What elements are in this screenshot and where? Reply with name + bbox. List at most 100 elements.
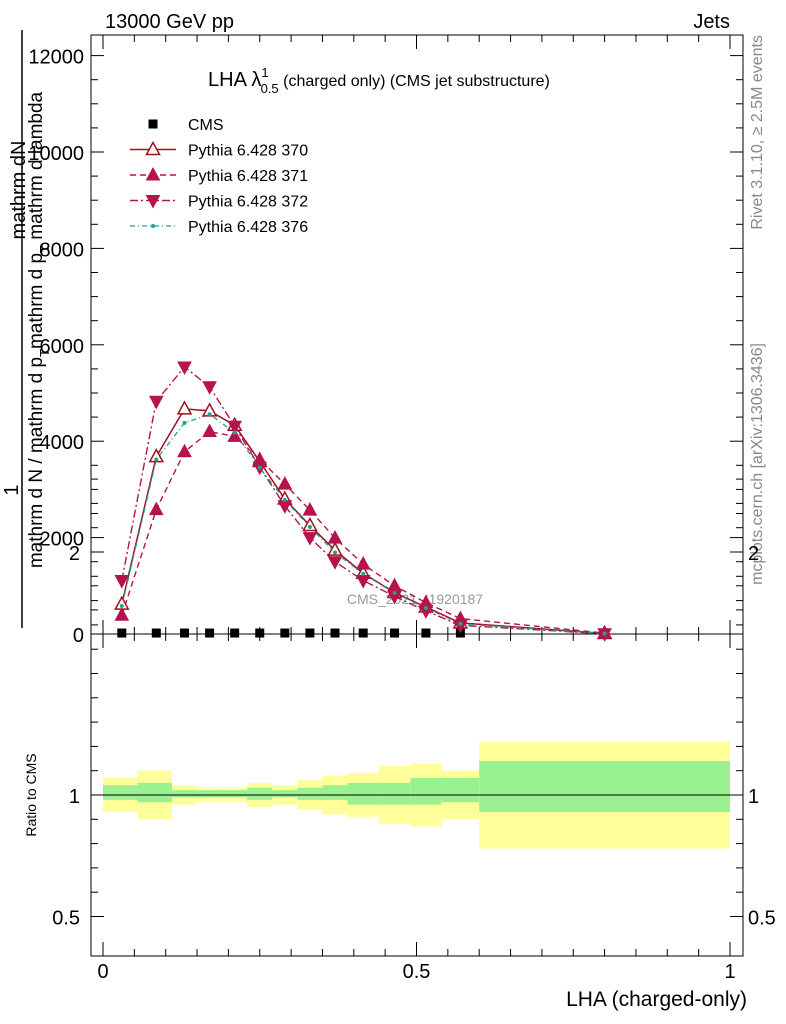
data-point <box>154 457 159 462</box>
data-point <box>458 621 463 626</box>
data-point <box>418 605 434 619</box>
ylabel-denom-sub2: T <box>37 245 52 253</box>
legend-label: Pythia 6.428 371 <box>188 168 308 185</box>
data-point <box>305 628 315 638</box>
data-point <box>151 628 161 638</box>
plot-title: LHA λ1 0.5 (charged only) (CMS jet substr… <box>208 65 550 96</box>
main-axes: 0 2000 4000 6000 8000 10000 12000 <box>28 35 743 647</box>
data-point <box>205 628 215 638</box>
ylabel-denom-part2: mathrm d p <box>26 253 47 349</box>
x-tick-label: 1 <box>724 961 735 983</box>
data-point <box>327 541 343 556</box>
data-point <box>119 604 124 609</box>
legend-marker <box>151 224 155 228</box>
title-sup: 1 <box>261 65 268 80</box>
legend-marker <box>148 119 158 129</box>
ratio-inner-band-bin <box>103 785 138 800</box>
ratio-inner-band-bin <box>347 782 379 805</box>
legend-label: Pythia 6.428 372 <box>188 194 308 211</box>
ylabel-denom-part3: mathrm d lambda <box>26 91 47 245</box>
legend: CMS Pythia 6.428 370 Pythia 6.428 371 Pythi… <box>130 117 308 236</box>
ratio-inner-band-bin <box>479 760 730 813</box>
data-point <box>202 423 217 438</box>
ratio-axes: 0.5 0.5 1 1 2 2 0 0.5 1 <box>52 478 776 983</box>
data-point <box>423 605 428 610</box>
data-point <box>390 628 400 638</box>
data-point <box>282 498 287 503</box>
mcplots-label: mcplots.cern.ch [arXiv:1306.3436] <box>749 343 766 585</box>
data-point <box>330 628 340 638</box>
y-axis-label: 1 mathrm dN mathrm d N / mathrm d pTmath… <box>1 30 52 628</box>
ratio-inner-band-bin <box>171 790 198 798</box>
data-point <box>280 628 290 638</box>
data-point <box>392 591 397 596</box>
ratio-inner-band-bin <box>272 790 298 798</box>
header-left: 13000 GeV pp <box>105 11 234 33</box>
data-point <box>182 420 187 425</box>
data-point <box>327 530 343 544</box>
data-point <box>332 550 337 555</box>
data-point <box>355 574 371 589</box>
data-point <box>453 619 468 634</box>
data-point <box>148 448 165 463</box>
x-tick-label: 0 <box>97 961 108 983</box>
ylabel-denom-part1: mathrm d N / mathrm d p <box>26 357 47 568</box>
y-tick-label: 8000 <box>40 239 85 261</box>
y-tick-label: 4000 <box>40 432 85 454</box>
series-layer <box>114 361 613 642</box>
legend-label: CMS <box>188 117 224 134</box>
data-point <box>302 532 318 546</box>
data-point <box>230 628 240 638</box>
title-suffix: (charged only) (CMS jet substructure) <box>279 73 550 90</box>
x-tick-label: 0.5 <box>403 961 431 983</box>
data-point <box>114 574 130 589</box>
title-sub: 0.5 <box>261 81 279 96</box>
data-point <box>114 607 130 621</box>
data-point <box>355 556 371 570</box>
series-line <box>121 430 605 634</box>
data-point <box>180 628 190 638</box>
ratio-y-tick-label-right: 1 <box>748 786 759 808</box>
ratio-inner-band-bin <box>441 777 480 803</box>
data-point <box>361 571 366 576</box>
ratio-y-tick-label-right: 0.5 <box>748 908 776 930</box>
data-point <box>227 420 243 435</box>
y-tick-label: 2000 <box>40 529 85 551</box>
legend-marker <box>145 195 161 209</box>
data-point <box>307 524 312 529</box>
ratio-y-tick-label: 1 <box>69 786 80 808</box>
data-point <box>302 502 318 516</box>
data-point <box>176 400 193 415</box>
ratio-inner-band-bin <box>137 782 172 803</box>
data-point <box>387 577 402 592</box>
ratio-inner-band-bin <box>247 787 273 800</box>
y-tick-label: 12000 <box>28 47 84 69</box>
ylabel-numerator-1: 1 <box>1 484 23 495</box>
data-point <box>207 412 212 417</box>
data-point <box>358 628 368 638</box>
data-point <box>202 381 217 395</box>
data-point <box>602 631 607 636</box>
data-point <box>277 476 293 490</box>
title-prefix: LHA λ <box>208 69 261 91</box>
data-point <box>232 430 237 435</box>
legend-marker <box>145 140 161 156</box>
ylabel-numerator: mathrm dN <box>8 141 30 240</box>
y-tick-label: 10000 <box>28 143 84 165</box>
ylabel-denom-sub1: T <box>37 349 52 357</box>
data-point <box>327 556 343 570</box>
ratio-inner-band-bin <box>410 777 442 805</box>
header-right: Jets <box>693 11 730 33</box>
ratio-inner-band-bin <box>378 782 411 805</box>
x-axis-label: LHA (charged-only) <box>566 988 747 1011</box>
data-point <box>148 501 164 516</box>
y-tick-label: 6000 <box>40 336 85 358</box>
data-point <box>227 428 243 442</box>
data-point <box>117 628 127 638</box>
data-point <box>302 516 318 532</box>
data-point <box>177 443 192 458</box>
data-point <box>148 395 164 410</box>
ratio-inner-band-bin <box>197 790 223 798</box>
legend-label: Pythia 6.428 370 <box>188 143 308 160</box>
